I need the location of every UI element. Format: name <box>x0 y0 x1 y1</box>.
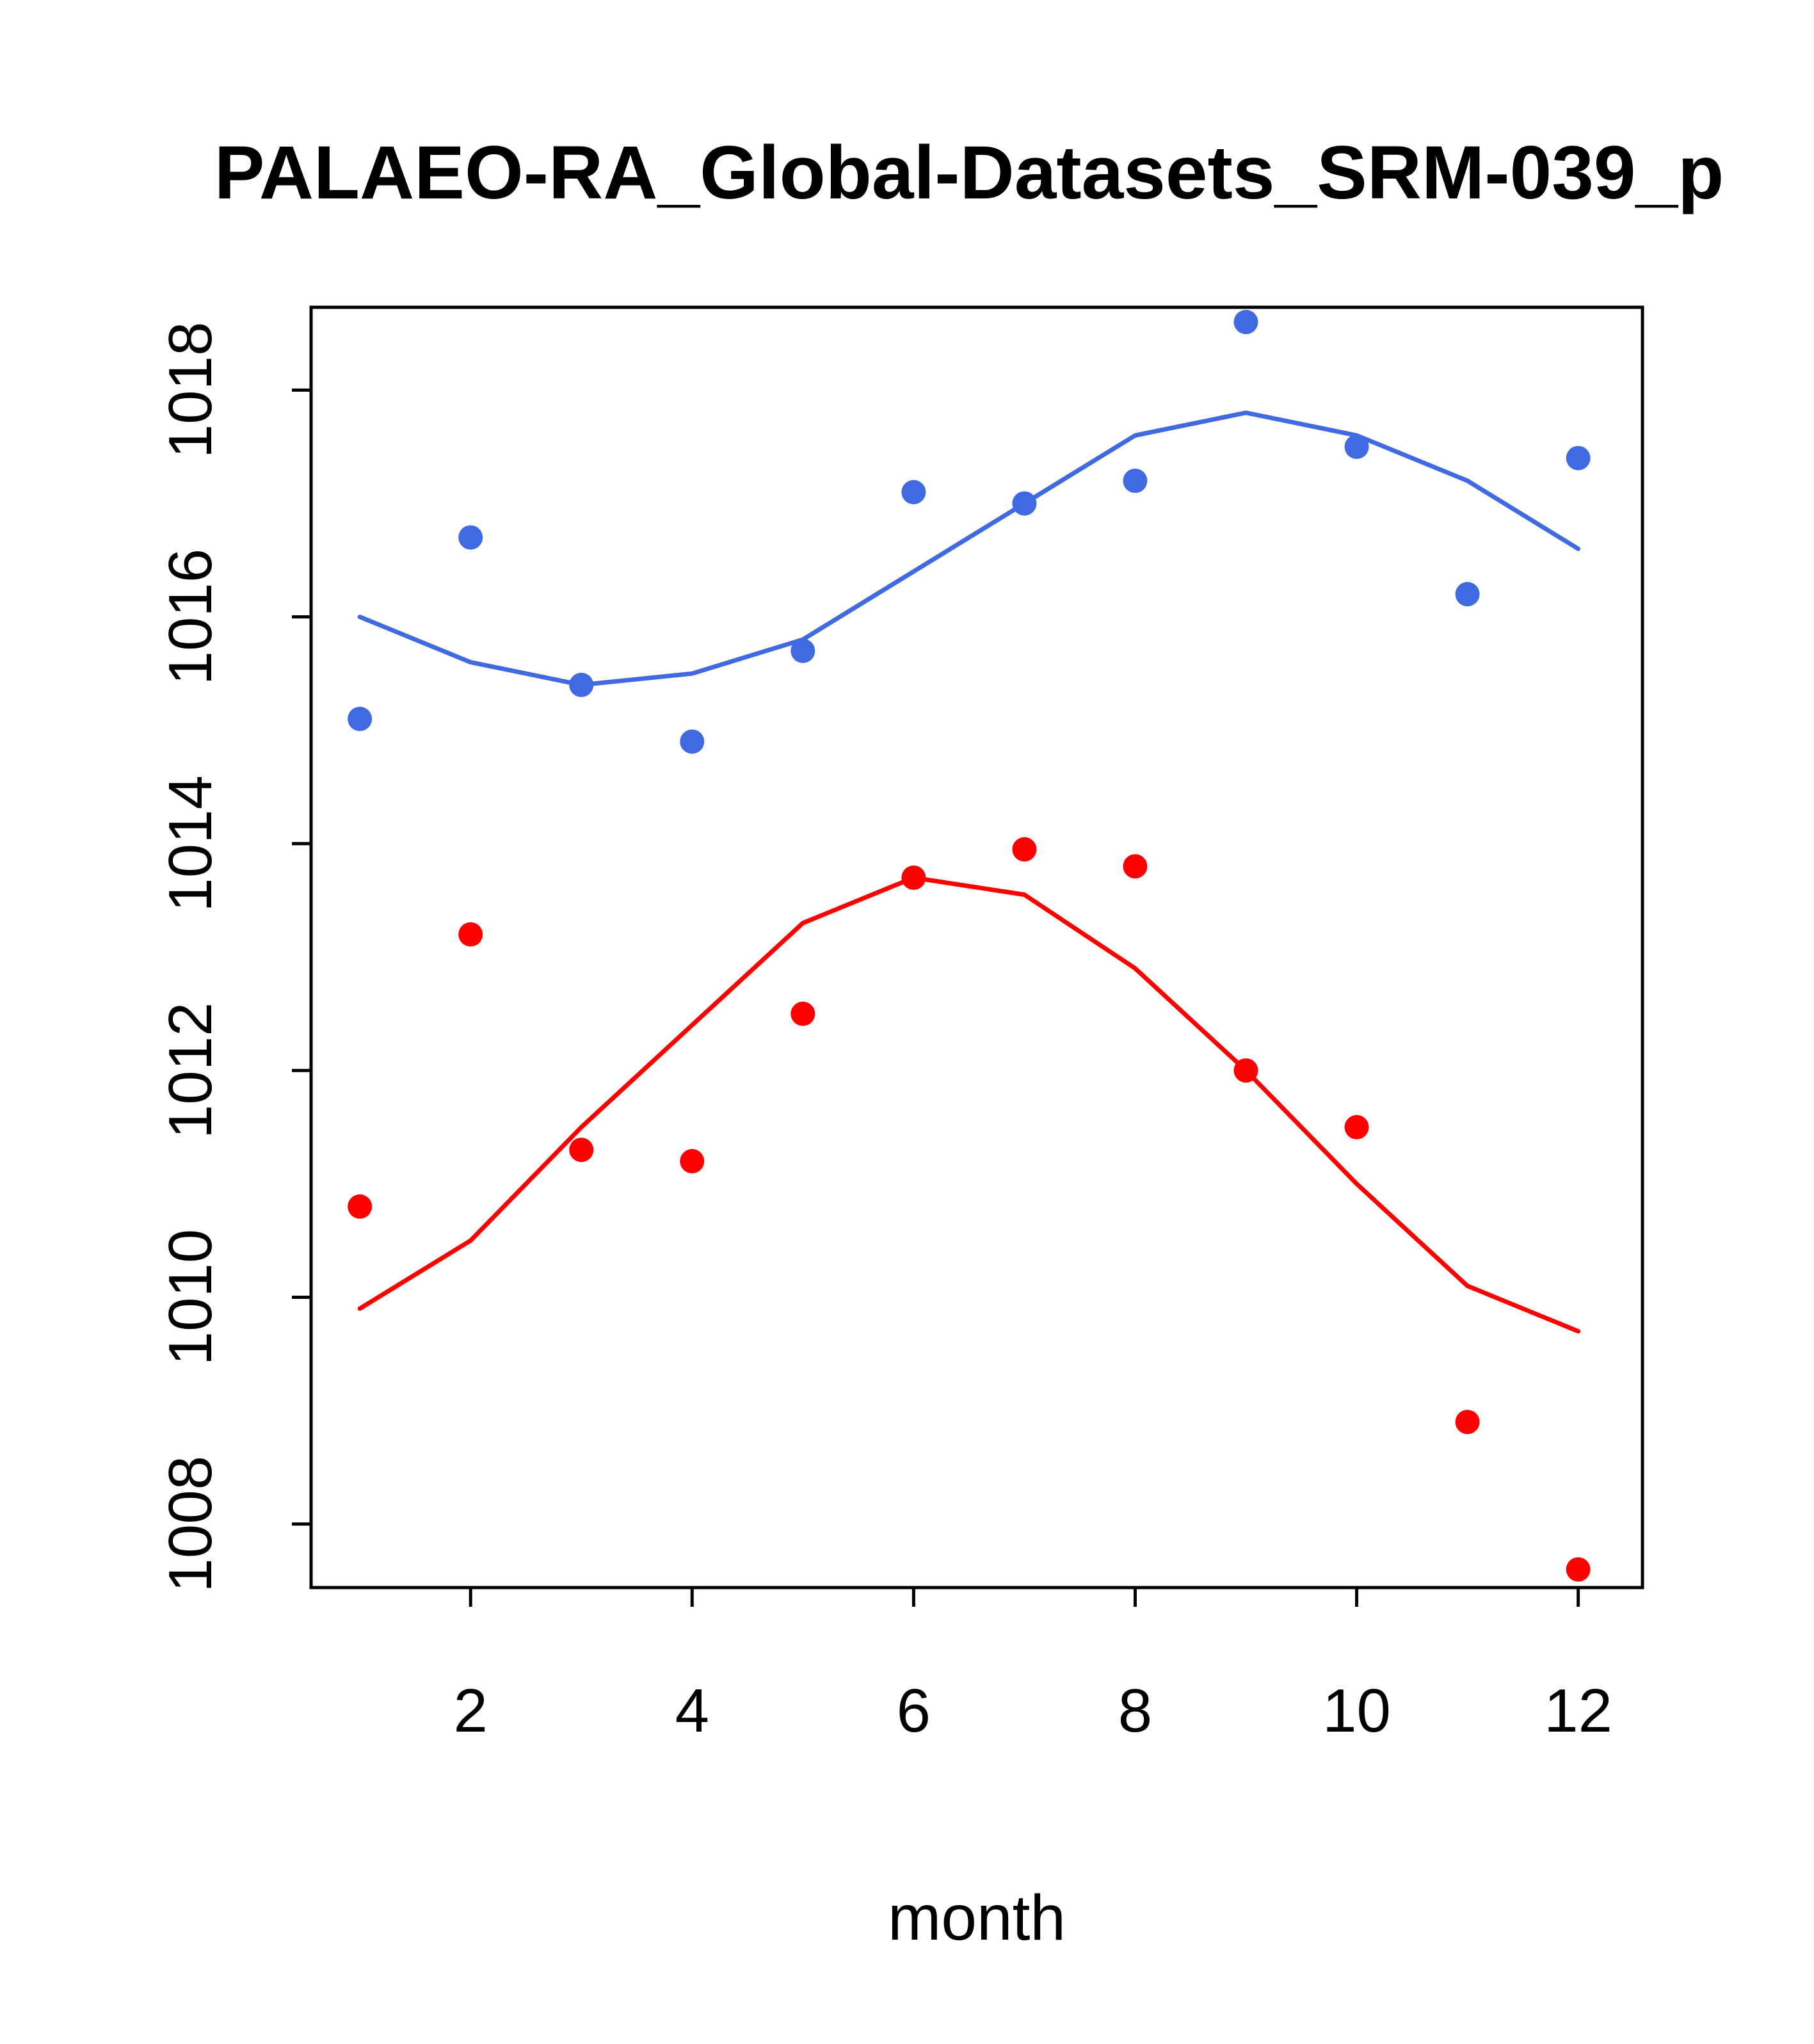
x-axis-label: month <box>888 1882 1066 1954</box>
red-smooth-line <box>357 875 1581 1334</box>
plot-box <box>309 305 1644 1589</box>
red-points-point <box>1123 854 1148 879</box>
x-tick-label: 8 <box>1118 1677 1152 1745</box>
y-tick-label: 1012 <box>156 1002 225 1139</box>
blue-points-point <box>1566 446 1591 471</box>
chart-title: PALAEO-RA_Global-Datasets_SRM-039_p <box>214 131 1724 215</box>
blue-points-point <box>1344 434 1369 459</box>
red-points-point <box>458 922 483 947</box>
x-tick-label: 4 <box>675 1677 709 1745</box>
red-points-point <box>1233 1058 1258 1083</box>
x-tick-label: 10 <box>1322 1677 1391 1745</box>
red-points-point <box>1344 1115 1369 1139</box>
blue-points-point <box>348 707 373 732</box>
blue-points-point <box>1233 310 1258 335</box>
x-tick-label: 6 <box>897 1677 931 1745</box>
red-points-point <box>569 1138 594 1163</box>
y-tick-label: 1010 <box>156 1229 225 1366</box>
red-points-point <box>1455 1410 1480 1435</box>
blue-points-point <box>569 672 594 697</box>
x-tick-label: 2 <box>453 1677 487 1745</box>
y-tick-label: 1016 <box>156 549 225 686</box>
y-tick-label: 1008 <box>156 1456 225 1593</box>
red-points-point <box>1012 837 1037 862</box>
x-tick-label: 12 <box>1544 1677 1612 1745</box>
blue-points-point <box>1455 582 1480 607</box>
blue-points-point <box>1012 491 1037 516</box>
blue-points-point <box>791 638 815 663</box>
blue-points-point <box>458 525 483 550</box>
red-points-point <box>791 1001 815 1026</box>
y-tick-label: 1018 <box>156 322 225 459</box>
blue-points-point <box>680 729 705 754</box>
red-points-point <box>1566 1557 1591 1582</box>
red-points-point <box>680 1148 705 1173</box>
blue-smooth-line <box>357 410 1581 688</box>
red-points-point <box>901 865 926 890</box>
red-points-point <box>348 1194 373 1219</box>
blue-points-point <box>1123 469 1148 494</box>
blue-points-point <box>901 479 926 504</box>
y-tick-label: 1014 <box>156 775 225 912</box>
